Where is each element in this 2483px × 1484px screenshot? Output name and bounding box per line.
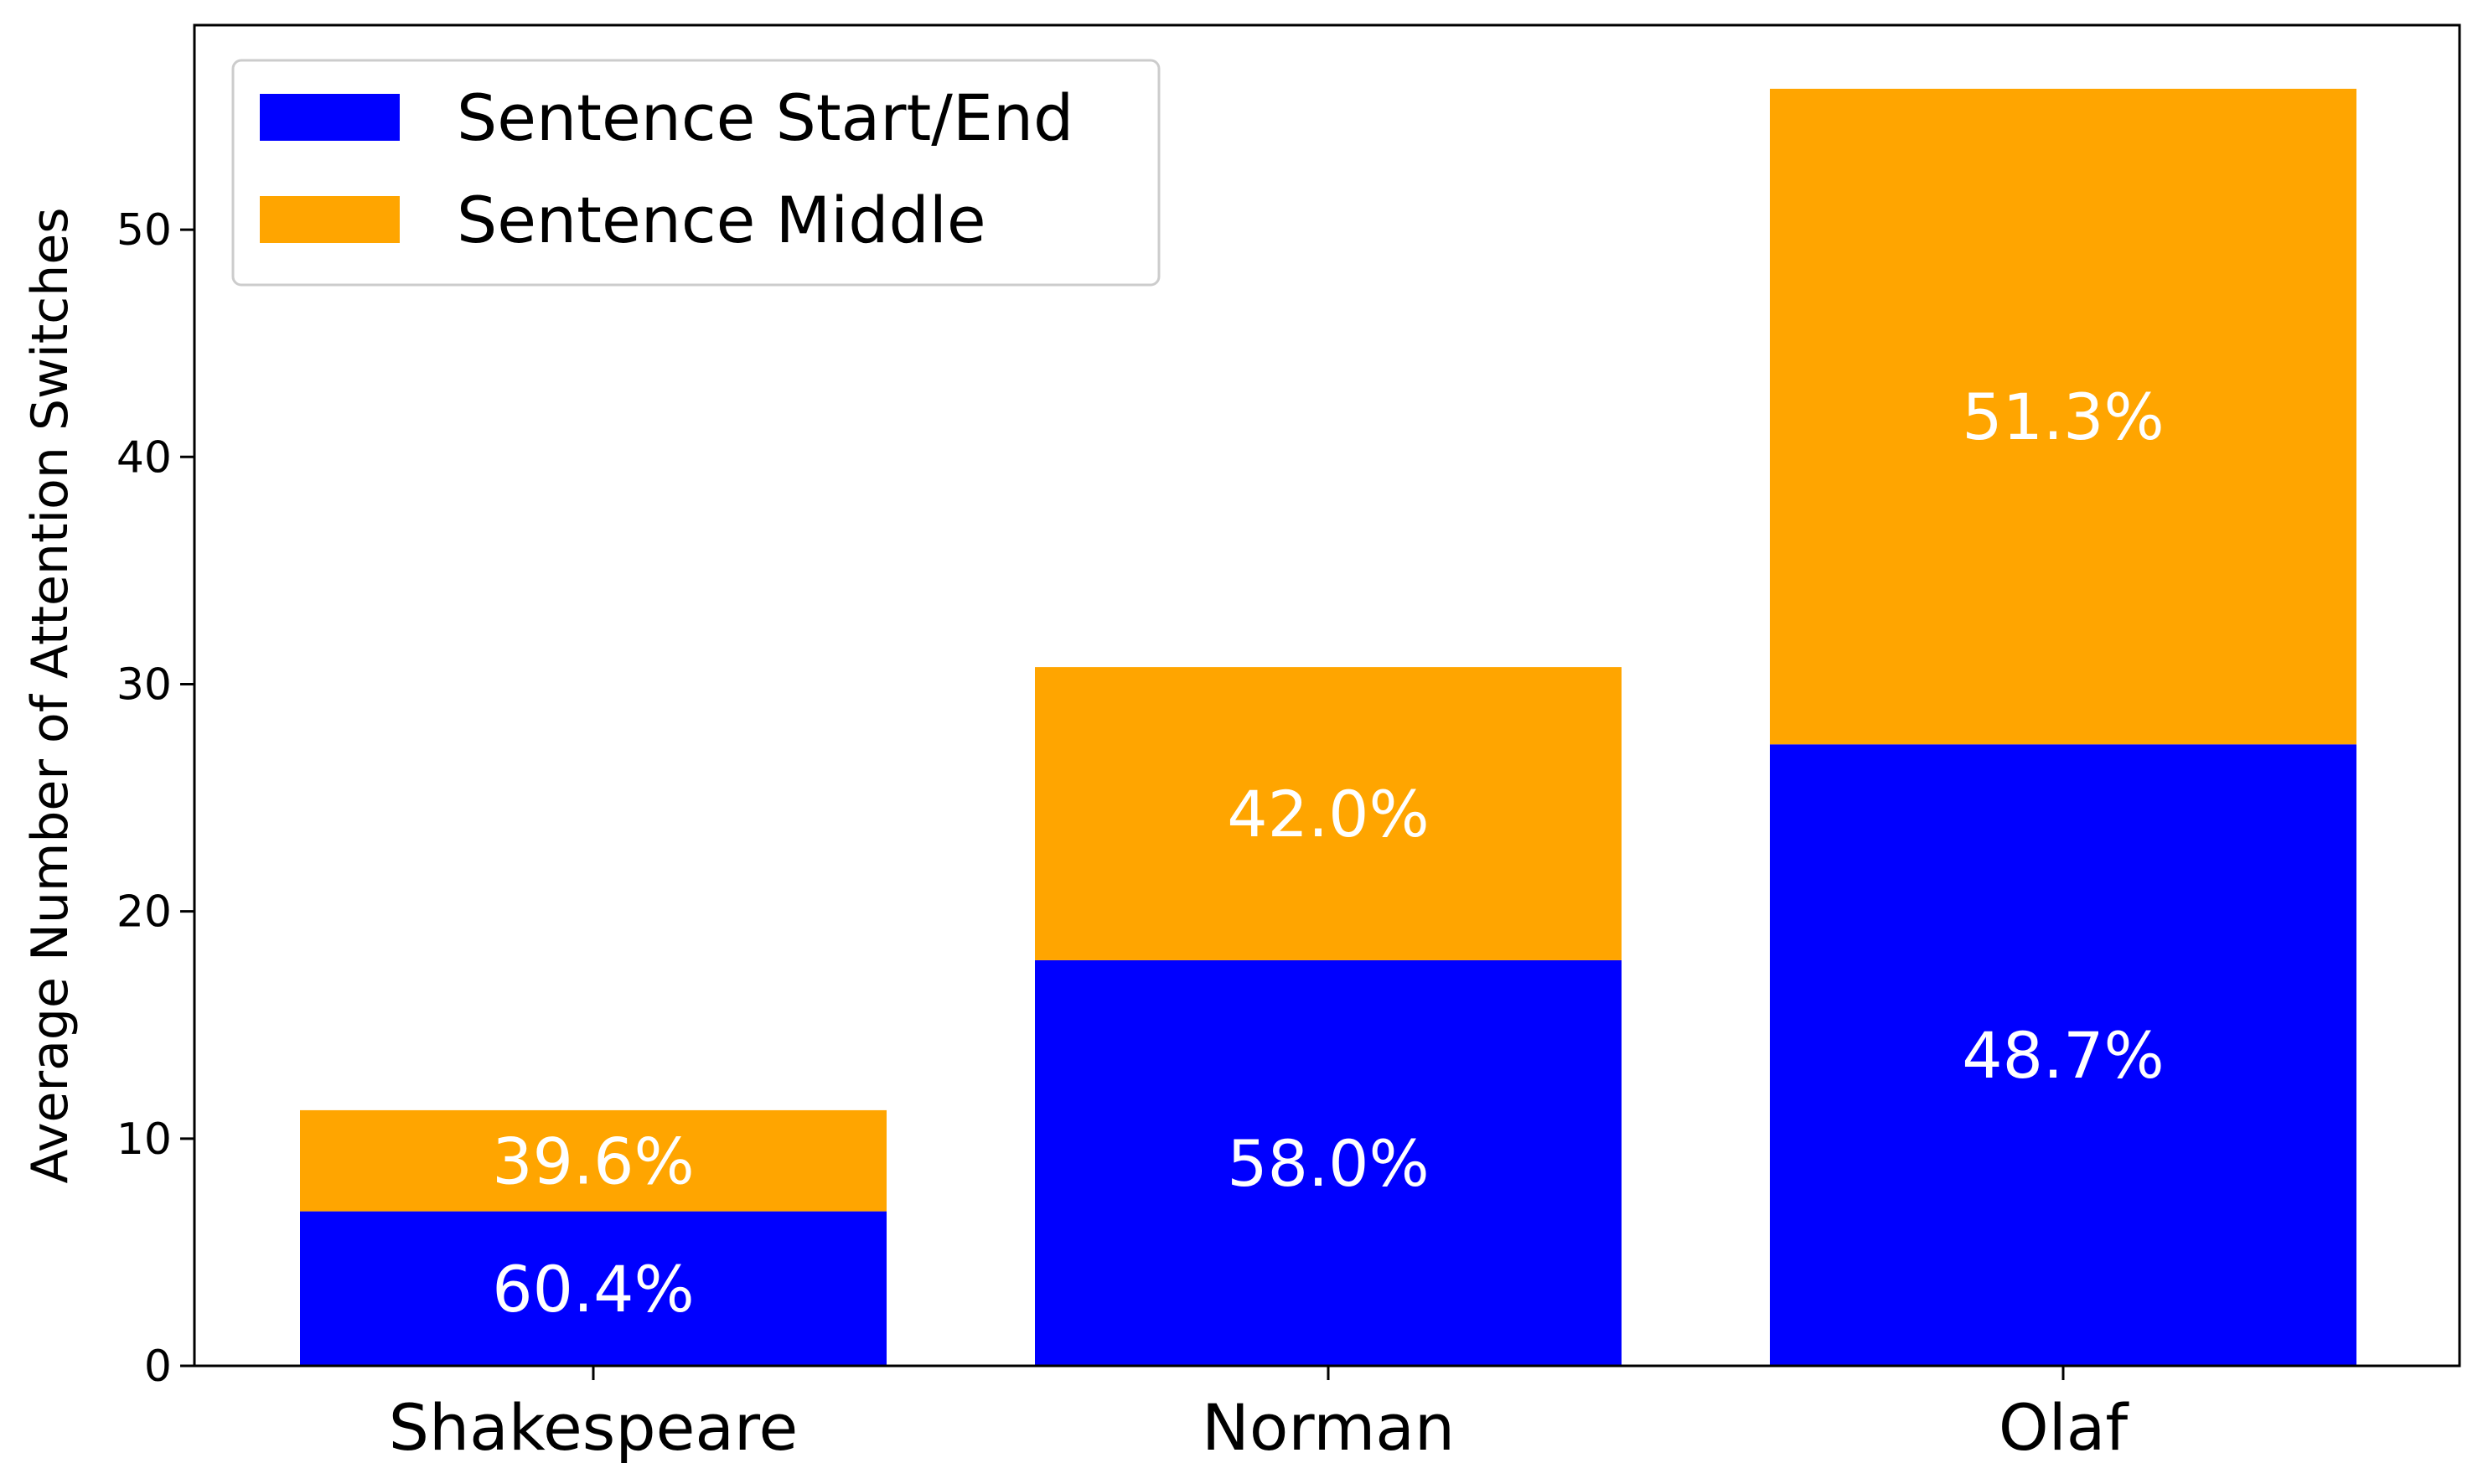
data-label-shakespeare-series-0: 60.4% xyxy=(492,1252,694,1326)
legend-swatch-1 xyxy=(260,196,400,243)
data-label-shakespeare-series-1: 39.6% xyxy=(492,1124,694,1198)
x-tick-label-olaf: Olaf xyxy=(1999,1390,2130,1465)
bars-layer xyxy=(300,88,2356,1366)
y-tick-label-50: 50 xyxy=(116,205,172,256)
y-axis-label: Average Number of Attention Switches xyxy=(21,208,80,1184)
bar-olaf-series-0 xyxy=(1770,744,2356,1366)
x-tick-label-norman: Norman xyxy=(1202,1390,1455,1465)
y-tick-label-10: 10 xyxy=(116,1114,172,1165)
legend-swatch-0 xyxy=(260,94,400,141)
bar-norman-series-0 xyxy=(1035,959,1622,1366)
legend-label-1: Sentence Middle xyxy=(457,183,986,257)
bar-olaf-series-1 xyxy=(1770,88,2356,745)
bar-norman-series-1 xyxy=(1035,667,1622,960)
data-label-olaf-series-0: 48.7% xyxy=(1962,1018,2164,1093)
data-labels-layer: 60.4% 39.6% 58.0% 42.0% 48.7% 51.3% xyxy=(492,380,2164,1326)
y-tick-label-20: 20 xyxy=(116,887,172,938)
data-label-olaf-series-1: 51.3% xyxy=(1962,380,2164,454)
y-axis: 0 10 20 30 40 50 xyxy=(116,205,194,1392)
x-axis: Shakespeare Norman Olaf xyxy=(389,1366,2130,1465)
y-tick-label-30: 30 xyxy=(116,659,172,710)
data-label-norman-series-1: 42.0% xyxy=(1227,777,1429,851)
x-tick-label-shakespeare: Shakespeare xyxy=(389,1390,799,1465)
legend-box xyxy=(231,59,1161,287)
bar-shakespeare-series-0 xyxy=(300,1211,887,1366)
y-tick-label-0: 0 xyxy=(144,1342,172,1392)
legend: Sentence Start/End Sentence Middle xyxy=(231,59,1161,287)
legend-label-0: Sentence Start/End xyxy=(457,80,1073,155)
data-label-norman-series-0: 58.0% xyxy=(1227,1126,1429,1201)
bar-shakespeare-series-1 xyxy=(300,1109,887,1212)
y-tick-label-40: 40 xyxy=(116,432,172,483)
